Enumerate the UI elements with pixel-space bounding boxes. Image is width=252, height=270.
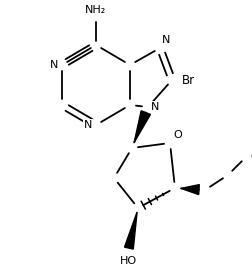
Text: HO: HO bbox=[119, 256, 137, 266]
Text: Br: Br bbox=[182, 73, 195, 86]
Text: N: N bbox=[84, 120, 92, 130]
Text: OH: OH bbox=[250, 152, 252, 162]
Polygon shape bbox=[181, 185, 199, 195]
Text: N: N bbox=[151, 102, 159, 112]
Polygon shape bbox=[134, 111, 150, 142]
Text: N: N bbox=[50, 60, 58, 70]
Text: N: N bbox=[162, 35, 170, 45]
Text: NH₂: NH₂ bbox=[85, 5, 107, 15]
Polygon shape bbox=[124, 212, 137, 249]
Text: O: O bbox=[173, 130, 182, 140]
